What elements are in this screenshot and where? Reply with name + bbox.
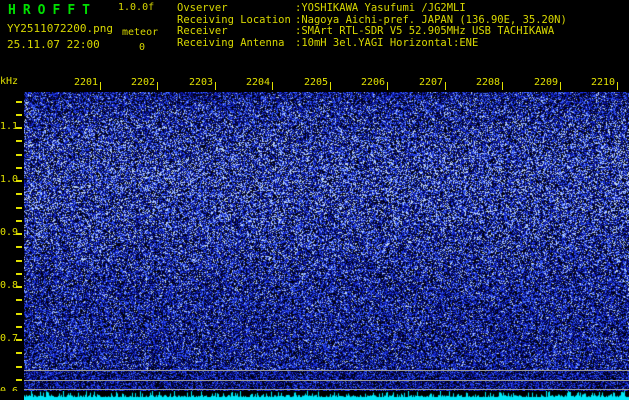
y-tick-mark <box>16 326 22 328</box>
x-tick-mark <box>502 82 503 90</box>
y-tick-mark <box>16 127 22 129</box>
info-row: Receiver :SMArt RTL-SDR V5 52.905MHz USB … <box>177 26 567 38</box>
x-tick-label: 2202 <box>131 77 156 88</box>
x-tick-mark <box>157 82 158 90</box>
info-key: Receiver <box>177 25 228 38</box>
y-tick-label: 0.9 <box>0 227 19 238</box>
x-tick-label: 2209 <box>534 77 559 88</box>
y-tick-mark <box>16 233 22 235</box>
y-tick-mark <box>16 299 22 301</box>
y-tick-mark <box>16 193 22 195</box>
y-tick-mark <box>16 167 22 169</box>
info-value: :YOSHIKAWA Yasufumi /JG2MLI <box>295 2 466 14</box>
spectrogram-gridline <box>24 389 629 390</box>
y-tick-label: 1.1 <box>0 121 19 132</box>
y-tick-label: 0.7 <box>0 333 19 344</box>
x-tick-label: 2208 <box>476 77 501 88</box>
info-key: Receiving Location <box>177 13 291 26</box>
x-tick-label: 2205 <box>304 77 329 88</box>
info-value: :Nagoya Aichi-pref. JAPAN (136.90E, 35.2… <box>295 13 567 26</box>
y-tick-label: 1.0 <box>0 174 19 185</box>
amplitude-trace <box>24 391 629 400</box>
y-tick-label: 0.8 <box>0 280 19 291</box>
y-tick-mark <box>16 339 22 341</box>
x-tick-mark <box>215 82 216 90</box>
info-row: Receiving Antenna :10mH 3el.YAGI Horizont… <box>177 36 567 50</box>
spectrogram-plot[interactable] <box>24 92 629 391</box>
x-tick-mark <box>330 82 331 90</box>
app-title-letter-2: O <box>37 2 46 18</box>
y-tick-mark <box>16 114 22 116</box>
x-tick-label: 2201 <box>74 77 99 88</box>
y-tick-mark <box>16 101 22 103</box>
x-tick-mark <box>445 82 446 90</box>
y-tick-mark <box>16 352 22 354</box>
app-title-letter-0: H <box>8 2 16 18</box>
info-value: :10mH 3el.YAGI Horizontal:ENE <box>295 36 479 49</box>
amplitude-left-padding <box>0 391 24 400</box>
app-title-letter-5: T <box>82 2 90 18</box>
datetime-label: 25.11.07 22:00 <box>7 38 100 51</box>
spectrogram-noise-canvas <box>24 92 629 391</box>
x-tick-mark <box>387 82 388 90</box>
x-tick-label: 2203 <box>189 77 214 88</box>
y-tick-mark <box>16 220 22 222</box>
meteor-count-label: meteor <box>122 27 159 38</box>
y-tick-mark <box>16 379 22 381</box>
y-tick-mark <box>16 246 22 248</box>
y-tick-mark <box>16 260 22 262</box>
app-title-letter-3: F <box>52 2 61 18</box>
y-tick-mark <box>16 140 22 142</box>
x-tick-mark <box>617 82 618 90</box>
y-tick-mark <box>16 180 22 182</box>
y-tick-mark <box>16 207 22 209</box>
spectrogram-gridline <box>24 380 629 381</box>
x-tick-label: 2206 <box>361 77 386 88</box>
y-axis-unit-label: kHz <box>0 76 19 87</box>
info-key: Ovserver <box>177 2 228 14</box>
info-row: Ovserver :YOSHIKAWA Yasufumi /JG2MLI <box>177 2 567 15</box>
info-value: :SMArt RTL-SDR V5 52.905MHz USB TACHIKAW… <box>295 25 555 38</box>
x-tick-mark <box>272 82 273 90</box>
app-version: 1.0.0f <box>118 2 155 13</box>
x-tick-label: 2207 <box>419 77 444 88</box>
x-tick-mark <box>100 82 101 90</box>
x-tick-label: 2210 <box>591 77 616 88</box>
y-axis: kHz 1.11.00.90.80.70.6 <box>0 70 24 400</box>
y-tick-mark <box>16 273 22 275</box>
info-row: Receiving Location :Nagoya Aichi-pref. JA… <box>177 13 567 27</box>
y-tick-mark <box>16 286 22 288</box>
app-title-letter-1: R <box>22 2 31 18</box>
filename-label: YY2511072200.png <box>7 22 113 35</box>
x-axis: 2201 2202 2203 2204 2205 2206 2207 2208 2209 2210 <box>0 78 629 92</box>
spectrogram-gridline <box>24 370 629 371</box>
x-tick-mark <box>560 82 561 90</box>
meteor-count-value: 0 <box>138 42 146 53</box>
x-tick-label: 2204 <box>246 77 271 88</box>
info-key: Receiving Antenna <box>177 36 285 49</box>
station-info-block: Ovserver:YOSHIKAWA Yasufumi /JG2MLI Recei… <box>177 2 567 50</box>
y-tick-mark <box>16 366 22 368</box>
amplitude-trace-canvas <box>24 391 629 400</box>
app-title-letter-4: F <box>67 2 76 18</box>
y-tick-mark <box>16 313 22 315</box>
y-tick-mark <box>16 154 22 156</box>
